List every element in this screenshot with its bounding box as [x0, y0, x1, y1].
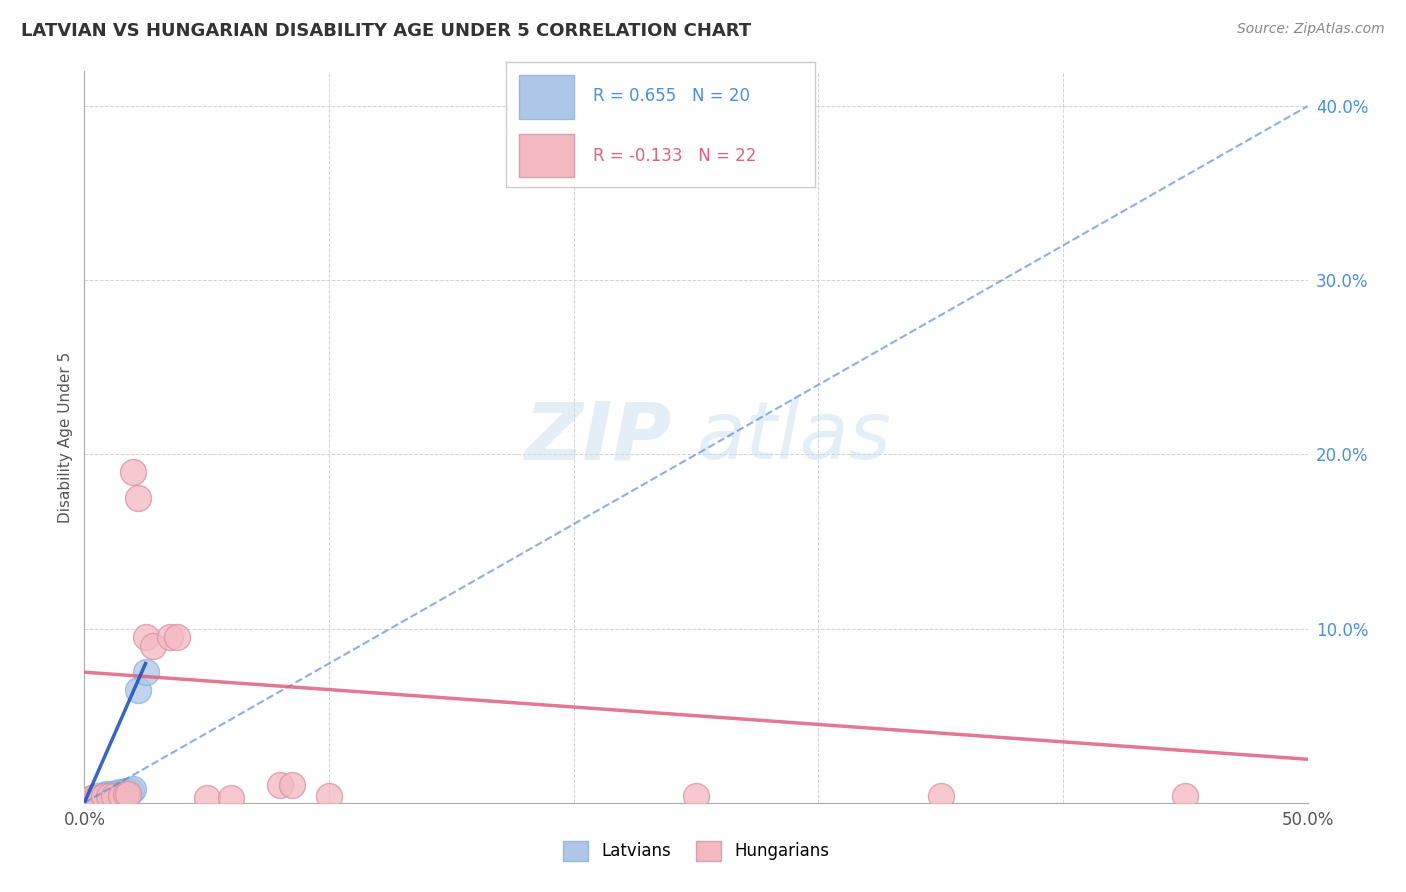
Point [127, 682, 149, 697]
Point [127, 491, 149, 505]
Point [86, 790, 108, 805]
Point [318, 789, 340, 803]
Point [135, 631, 157, 645]
Point [107, 785, 129, 799]
Text: ZIP: ZIP [524, 398, 672, 476]
Point [159, 631, 181, 645]
Point [100, 787, 122, 801]
Point [97, 789, 120, 803]
Point [685, 789, 707, 803]
Y-axis label: Disability Age Under 5: Disability Age Under 5 [58, 351, 73, 523]
Point [105, 787, 128, 801]
Point [120, 783, 142, 797]
Point [93, 789, 115, 803]
Point [83, 792, 105, 806]
Point [1174, 789, 1197, 803]
Point [219, 790, 242, 805]
Point [122, 781, 145, 796]
Point [86, 789, 108, 803]
Point [103, 789, 125, 803]
Point [117, 785, 139, 799]
Point [269, 778, 291, 792]
Text: atlas: atlas [696, 398, 891, 476]
Point [142, 639, 165, 653]
FancyBboxPatch shape [519, 75, 574, 119]
Text: R = -0.133   N = 22: R = -0.133 N = 22 [593, 147, 756, 165]
Point [80, 790, 103, 805]
Point [166, 631, 188, 645]
Point [87, 790, 110, 805]
Point [115, 787, 138, 801]
Point [96, 787, 118, 801]
Point [112, 785, 135, 799]
Point [93, 789, 115, 803]
Point [929, 789, 952, 803]
Point [90, 790, 112, 805]
Text: LATVIAN VS HUNGARIAN DISABILITY AGE UNDER 5 CORRELATION CHART: LATVIAN VS HUNGARIAN DISABILITY AGE UNDE… [21, 22, 751, 40]
Point [117, 787, 139, 801]
FancyBboxPatch shape [519, 134, 574, 178]
Text: R = 0.655   N = 20: R = 0.655 N = 20 [593, 87, 749, 105]
Point [195, 790, 218, 805]
Point [281, 778, 304, 792]
Point [115, 783, 138, 797]
Point [122, 465, 145, 479]
Point [110, 787, 132, 801]
Point [80, 790, 103, 805]
Legend: Latvians, Hungarians: Latvians, Hungarians [557, 834, 835, 868]
Point [110, 789, 132, 803]
Point [103, 789, 125, 803]
Text: Source: ZipAtlas.com: Source: ZipAtlas.com [1237, 22, 1385, 37]
Point [135, 665, 157, 680]
Point [97, 789, 120, 803]
